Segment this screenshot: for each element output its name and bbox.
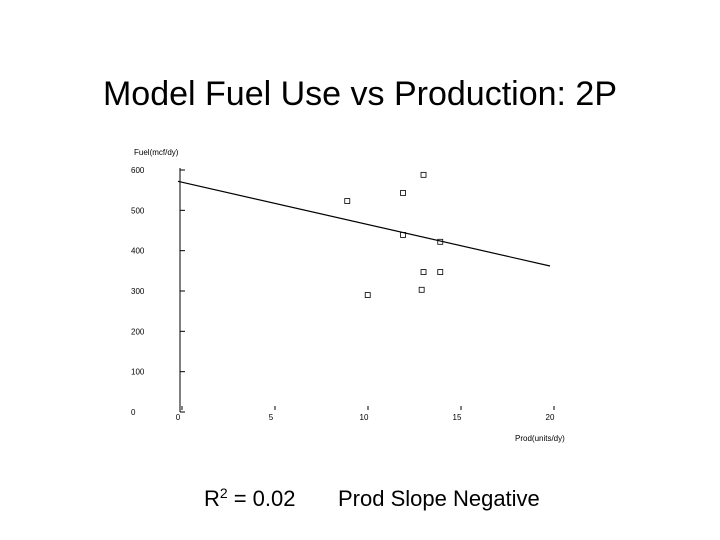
x-axis-label: Prod(units/dy) <box>515 434 565 443</box>
x-tick-label: 15 <box>453 413 462 422</box>
annotation: Prod Slope Negative <box>338 486 540 511</box>
y-tick-label: 600 <box>131 166 145 175</box>
y-tick-label: 500 <box>131 206 145 215</box>
data-point <box>344 198 351 204</box>
y-tick-label: 400 <box>131 247 145 256</box>
y-tick-label: 300 <box>131 287 145 296</box>
x-tick-label: 10 <box>360 413 369 422</box>
data-point <box>418 286 425 293</box>
y-tick-label: 100 <box>131 368 145 377</box>
x-tick-label: 5 <box>269 413 274 422</box>
y-axis-label: Fuel(mcf/dy) <box>134 148 179 157</box>
y-tick-label: 200 <box>131 327 145 336</box>
x-tick-label: 20 <box>546 413 555 422</box>
trend-line <box>177 180 551 267</box>
data-point <box>437 269 444 275</box>
slide-title: Model Fuel Use vs Production: 2P <box>103 75 617 113</box>
y-tick-label: 0 <box>131 408 136 417</box>
annotation: R2 = 0.02 <box>204 485 295 511</box>
data-point <box>364 292 371 298</box>
x-tick-label: 0 <box>176 413 181 422</box>
data-point <box>420 269 427 275</box>
r2-exponent: 2 <box>220 485 228 501</box>
data-point <box>420 171 427 178</box>
data-point <box>400 190 406 196</box>
r2-value: = 0.02 <box>234 486 296 511</box>
r2-base: R <box>204 486 220 511</box>
